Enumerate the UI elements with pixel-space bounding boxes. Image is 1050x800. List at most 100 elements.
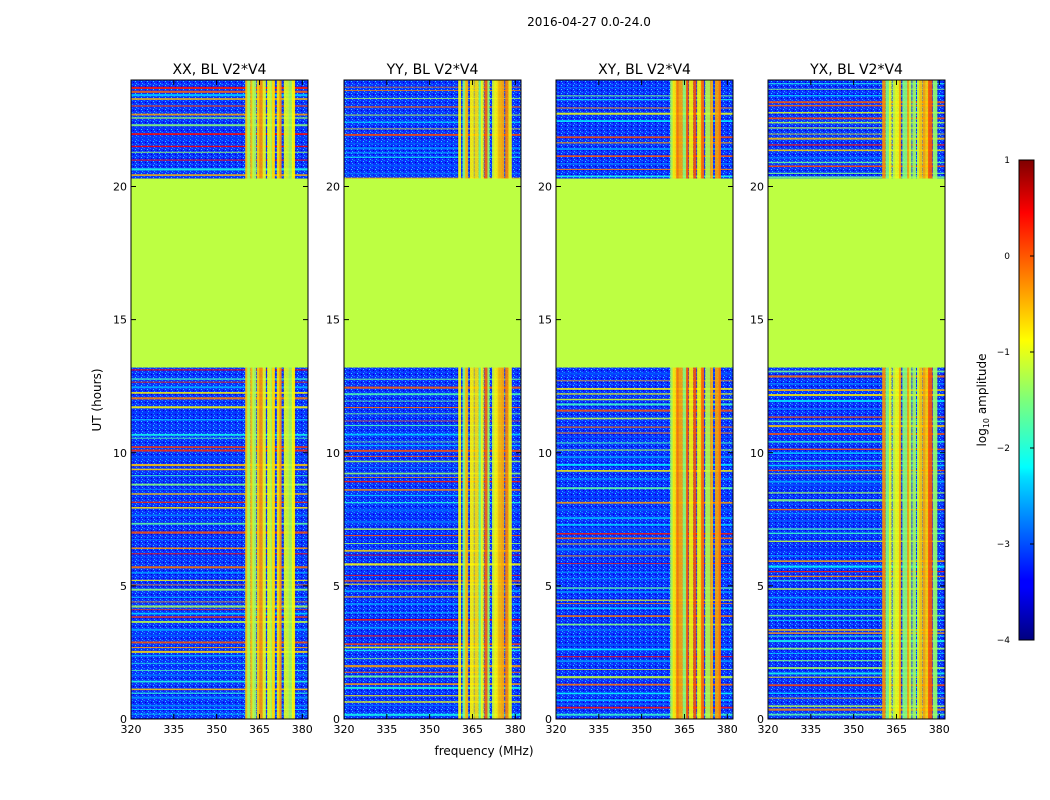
rfi-line xyxy=(344,683,521,685)
rfi-line xyxy=(131,489,308,491)
rfi-line xyxy=(344,695,521,697)
rfi-line xyxy=(556,635,733,638)
rfi-line xyxy=(768,528,945,530)
x-tick-label: 320 xyxy=(334,723,355,736)
rfi-line xyxy=(556,543,733,545)
rfi-line xyxy=(131,137,308,140)
y-tick-label: 5 xyxy=(757,580,764,593)
rfi-line xyxy=(344,477,521,478)
rfi-line xyxy=(556,578,733,580)
rfi-column xyxy=(895,80,900,719)
rfi-line xyxy=(768,571,945,573)
y-tick-label: 15 xyxy=(538,314,552,327)
rfi-column xyxy=(245,80,250,719)
rfi-line xyxy=(768,492,945,494)
rfi-line xyxy=(556,95,733,97)
rfi-column xyxy=(697,80,703,719)
y-tick-label: 20 xyxy=(113,181,127,194)
panel-4: YX, BL V2*V4 320 335 350 365 380 0 5 10 15 20 xyxy=(750,62,950,736)
rfi-line xyxy=(768,713,945,716)
rfi-line xyxy=(556,555,733,557)
rfi-line xyxy=(768,684,945,687)
rfi-line xyxy=(556,676,733,679)
rfi-line xyxy=(131,94,308,97)
rfi-line xyxy=(556,175,733,178)
rfi-line xyxy=(556,587,733,589)
rfi-line xyxy=(131,709,308,710)
y-axis-label: UT (hours) xyxy=(90,368,104,431)
rfi-line xyxy=(131,539,308,540)
y-tick-label: 10 xyxy=(326,447,340,460)
rfi-line xyxy=(556,603,733,604)
rfi-column xyxy=(922,80,926,719)
rfi-line xyxy=(131,127,308,129)
rfi-line xyxy=(556,142,733,144)
rfi-line xyxy=(556,380,733,382)
rfi-line xyxy=(768,416,945,418)
rfi-line xyxy=(768,513,945,515)
rfi-line xyxy=(131,159,308,161)
rfi-line xyxy=(344,386,521,389)
rfi-line xyxy=(344,646,521,649)
rfi-line xyxy=(768,389,945,392)
rfi-line xyxy=(556,393,733,395)
colorbar-gradient xyxy=(1018,159,1035,641)
rfi-line xyxy=(131,641,308,644)
rfi-line xyxy=(768,408,945,410)
rfi-line xyxy=(131,124,308,127)
rfi-line xyxy=(768,104,945,107)
rfi-line xyxy=(768,83,945,85)
rfi-column xyxy=(676,80,680,719)
rfi-line xyxy=(768,660,945,662)
rfi-line xyxy=(768,473,945,475)
rfi-line xyxy=(131,571,308,574)
rfi-line xyxy=(556,591,733,593)
colorbar-tick-label: −4 xyxy=(997,636,1011,646)
panel-2: YY, BL V2*V4 320 335 350 365 380 0 5 10 15 20 xyxy=(326,62,526,736)
rfi-line xyxy=(768,632,945,634)
rfi-line xyxy=(556,409,733,412)
colorbar: 1 0 −1 −2 −3 −4 log10 amplitude xyxy=(975,156,1035,646)
rfi-line xyxy=(344,686,521,689)
rfi-line xyxy=(131,369,308,371)
rfi-line xyxy=(131,437,308,439)
rfi-line xyxy=(131,616,308,618)
rfi-column xyxy=(458,80,461,719)
rfi-column xyxy=(686,80,689,719)
rfi-line xyxy=(768,480,945,483)
rfi-line xyxy=(768,653,945,655)
rfi-line xyxy=(344,671,521,673)
rfi-line xyxy=(344,612,521,614)
rfi-column xyxy=(916,80,921,719)
rfi-line xyxy=(344,534,521,537)
data-gap xyxy=(131,178,308,368)
rfi-line xyxy=(768,161,945,164)
rfi-line xyxy=(556,629,733,631)
rfi-line xyxy=(768,172,945,174)
rfi-line xyxy=(344,596,521,598)
rfi-line xyxy=(131,113,308,116)
rfi-line xyxy=(768,705,945,707)
x-tick-label: 335 xyxy=(376,723,397,736)
rfi-line xyxy=(556,669,733,671)
rfi-column xyxy=(469,80,474,719)
rfi-line xyxy=(131,674,308,676)
rfi-line xyxy=(131,145,308,148)
rfi-line xyxy=(131,579,308,581)
rfi-line xyxy=(131,713,308,715)
rfi-line xyxy=(131,105,308,107)
panel-title: YY, BL V2*V4 xyxy=(386,62,479,78)
rfi-line xyxy=(344,643,521,645)
rfi-line xyxy=(344,517,521,519)
rfi-line xyxy=(768,596,945,599)
rfi-column xyxy=(925,80,929,719)
y-tick-label: 10 xyxy=(538,447,552,460)
rfi-line xyxy=(131,151,308,153)
data-gap xyxy=(344,178,521,368)
rfi-line xyxy=(768,400,945,403)
rfi-line xyxy=(344,549,521,552)
rfi-column xyxy=(252,80,256,719)
rfi-line xyxy=(768,580,945,582)
rfi-column xyxy=(689,80,694,719)
